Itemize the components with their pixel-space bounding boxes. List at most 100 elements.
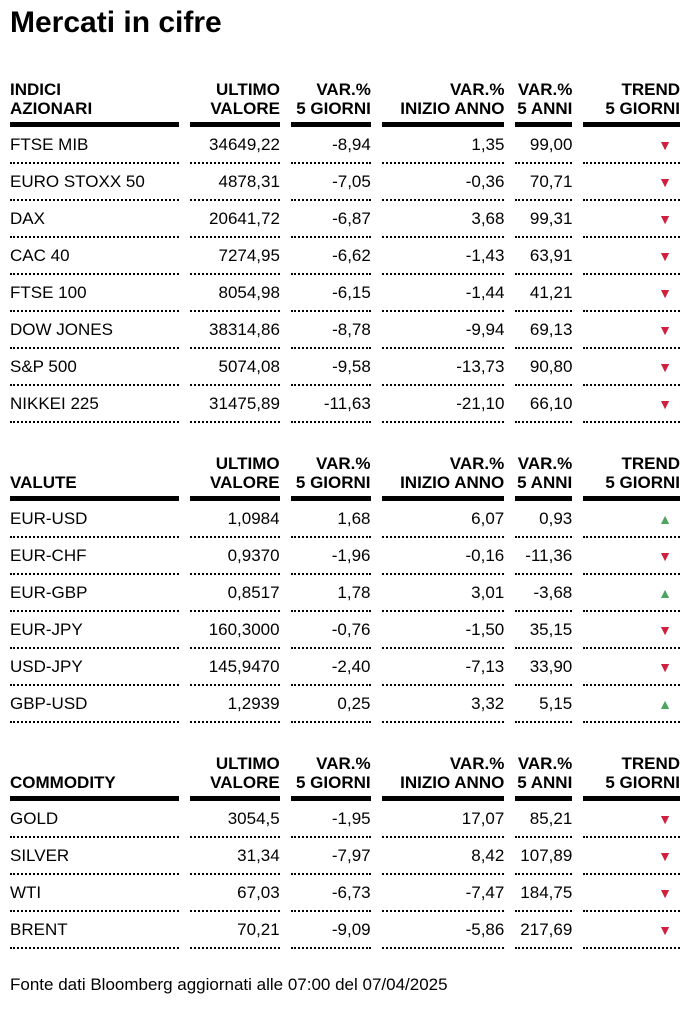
var-5-giorni-cell: -7,97: [290, 838, 371, 875]
col-header-var-inizio-anno: VAR.% INIZIO ANNO: [381, 754, 505, 801]
table-label-indici-azionari: INDICI AZIONARI: [10, 80, 180, 127]
trend-cell: ▼: [583, 649, 680, 686]
var-5-anni-cell: 5,15: [515, 686, 573, 723]
trend-cell: ▲: [583, 686, 680, 723]
var-5-giorni-cell: -9,58: [290, 349, 371, 386]
trend-down-icon: ▼: [658, 921, 672, 938]
trend-up-icon: ▲: [658, 510, 672, 527]
ultimo-valore-cell: 5074,08: [190, 349, 280, 386]
var-5-giorni-cell: -6,62: [290, 238, 371, 275]
header-row: INDICI AZIONARI ULTIMO VALORE VAR.% 5 GIORN…: [10, 80, 680, 127]
table-row: GOLD 3054,5 -1,95 17,07 85,21 ▼: [10, 801, 680, 838]
var-inizio-anno-cell: 3,68: [381, 201, 505, 238]
var-5-anni-cell: 69,13: [515, 312, 573, 349]
col-header-var-5-anni: VAR.% 5 ANNI: [515, 754, 573, 801]
ultimo-valore-cell: 1,0984: [189, 501, 280, 538]
trend-cell: ▼: [583, 238, 680, 275]
instrument-name: CAC 40: [10, 238, 180, 275]
instrument-name: DOW JONES: [10, 312, 180, 349]
trend-cell: ▲: [583, 575, 680, 612]
trend-down-icon: ▼: [658, 621, 672, 638]
table-row: WTI 67,03 -6,73 -7,47 184,75 ▼: [10, 875, 680, 912]
table-label-valute: VALUTE: [10, 454, 179, 501]
source-footer: Fonte dati Bloomberg aggiornati alle 07:…: [10, 975, 448, 994]
trend-down-icon: ▼: [658, 358, 672, 375]
var-5-anni-cell: 70,71: [515, 164, 573, 201]
var-5-giorni-cell: -2,40: [290, 649, 371, 686]
header-row: VALUTE ULTIMO VALORE VAR.% 5 GIORNI VAR.% I…: [10, 454, 680, 501]
trend-cell: ▼: [583, 312, 680, 349]
trend-down-icon: ▼: [658, 321, 672, 338]
instrument-name: EUR-USD: [10, 501, 179, 538]
table-row: DOW JONES 38314,86 -8,78 -9,94 69,13 ▼: [10, 312, 680, 349]
table-row: BRENT 70,21 -9,09 -5,86 217,69 ▼: [10, 912, 680, 949]
var-5-giorni-cell: -9,09: [290, 912, 371, 949]
trend-cell: ▲: [583, 501, 680, 538]
var-inizio-anno-cell: -0,16: [381, 538, 505, 575]
var-5-giorni-cell: -6,87: [290, 201, 371, 238]
trend-cell: ▼: [583, 912, 680, 949]
ultimo-valore-cell: 31,34: [190, 838, 280, 875]
col-header-trend-5-giorni: TREND 5 GIORNI: [583, 754, 680, 801]
ultimo-valore-cell: 1,2939: [189, 686, 280, 723]
var-inizio-anno-cell: -1,44: [381, 275, 505, 312]
table-row: USD-JPY 145,9470 -2,40 -7,13 33,90 ▼: [10, 649, 680, 686]
commodity-table: COMMODITY ULTIMO VALORE VAR.% 5 GIORNI VAR…: [0, 754, 691, 949]
table-row: FTSE MIB 34649,22 -8,94 1,35 99,00 ▼: [10, 127, 680, 164]
var-5-anni-cell: 63,91: [515, 238, 573, 275]
col-header-ultimo-valore: ULTIMO VALORE: [190, 754, 280, 801]
trend-cell: ▼: [583, 538, 680, 575]
table-row: EUR-GBP 0,8517 1,78 3,01 -3,68 ▲: [10, 575, 680, 612]
var-5-giorni-cell: -6,15: [290, 275, 371, 312]
var-5-anni-cell: 99,31: [515, 201, 573, 238]
table-row: CAC 40 7274,95 -6,62 -1,43 63,91 ▼: [10, 238, 680, 275]
var-inizio-anno-cell: -13,73: [381, 349, 505, 386]
instrument-name: DAX: [10, 201, 180, 238]
trend-down-icon: ▼: [658, 547, 672, 564]
table-label-commodity: COMMODITY: [10, 754, 180, 801]
var-5-giorni-cell: -7,05: [290, 164, 371, 201]
col-header-var-5-giorni: VAR.% 5 GIORNI: [290, 454, 371, 501]
ultimo-valore-cell: 0,8517: [189, 575, 280, 612]
var-inizio-anno-cell: -0,36: [381, 164, 505, 201]
instrument-name: USD-JPY: [10, 649, 179, 686]
var-inizio-anno-cell: -1,43: [381, 238, 505, 275]
trend-cell: ▼: [583, 612, 680, 649]
ultimo-valore-cell: 3054,5: [190, 801, 280, 838]
col-header-var-5-anni: VAR.% 5 ANNI: [515, 80, 573, 127]
var-5-giorni-cell: 0,25: [290, 686, 371, 723]
ultimo-valore-cell: 31475,89: [190, 386, 280, 423]
var-5-anni-cell: 41,21: [515, 275, 573, 312]
var-5-giorni-cell: -1,95: [290, 801, 371, 838]
table-row: EUR-JPY 160,3000 -0,76 -1,50 35,15 ▼: [10, 612, 680, 649]
valute-table: VALUTE ULTIMO VALORE VAR.% 5 GIORNI VAR.% I…: [0, 454, 691, 723]
var-5-anni-cell: 184,75: [515, 875, 573, 912]
trend-cell: ▼: [583, 127, 680, 164]
instrument-name: GBP-USD: [10, 686, 179, 723]
instrument-name: NIKKEI 225: [10, 386, 180, 423]
var-inizio-anno-cell: -7,47: [381, 875, 505, 912]
ultimo-valore-cell: 38314,86: [190, 312, 280, 349]
col-header-trend-5-giorni: TREND 5 GIORNI: [583, 80, 680, 127]
table-row: NIKKEI 225 31475,89 -11,63 -21,10 66,10 …: [10, 386, 680, 423]
var-inizio-anno-cell: 3,32: [381, 686, 505, 723]
ultimo-valore-cell: 7274,95: [190, 238, 280, 275]
var-5-anni-cell: 85,21: [515, 801, 573, 838]
ultimo-valore-cell: 160,3000: [189, 612, 280, 649]
trend-cell: ▼: [583, 164, 680, 201]
instrument-name: EURO STOXX 50: [10, 164, 180, 201]
ultimo-valore-cell: 4878,31: [190, 164, 280, 201]
instrument-name: EUR-GBP: [10, 575, 179, 612]
var-5-anni-cell: 107,89: [515, 838, 573, 875]
instrument-name: GOLD: [10, 801, 180, 838]
header-row: COMMODITY ULTIMO VALORE VAR.% 5 GIORNI VAR…: [10, 754, 680, 801]
instrument-name: FTSE MIB: [10, 127, 180, 164]
var-5-anni-cell: 35,15: [515, 612, 573, 649]
page-title: Mercati in cifre: [10, 6, 222, 39]
ultimo-valore-cell: 70,21: [190, 912, 280, 949]
var-5-giorni-cell: -8,94: [290, 127, 371, 164]
instrument-name: EUR-JPY: [10, 612, 179, 649]
var-5-giorni-cell: -0,76: [290, 612, 371, 649]
table-row: EURO STOXX 50 4878,31 -7,05 -0,36 70,71 …: [10, 164, 680, 201]
instrument-name: SILVER: [10, 838, 180, 875]
